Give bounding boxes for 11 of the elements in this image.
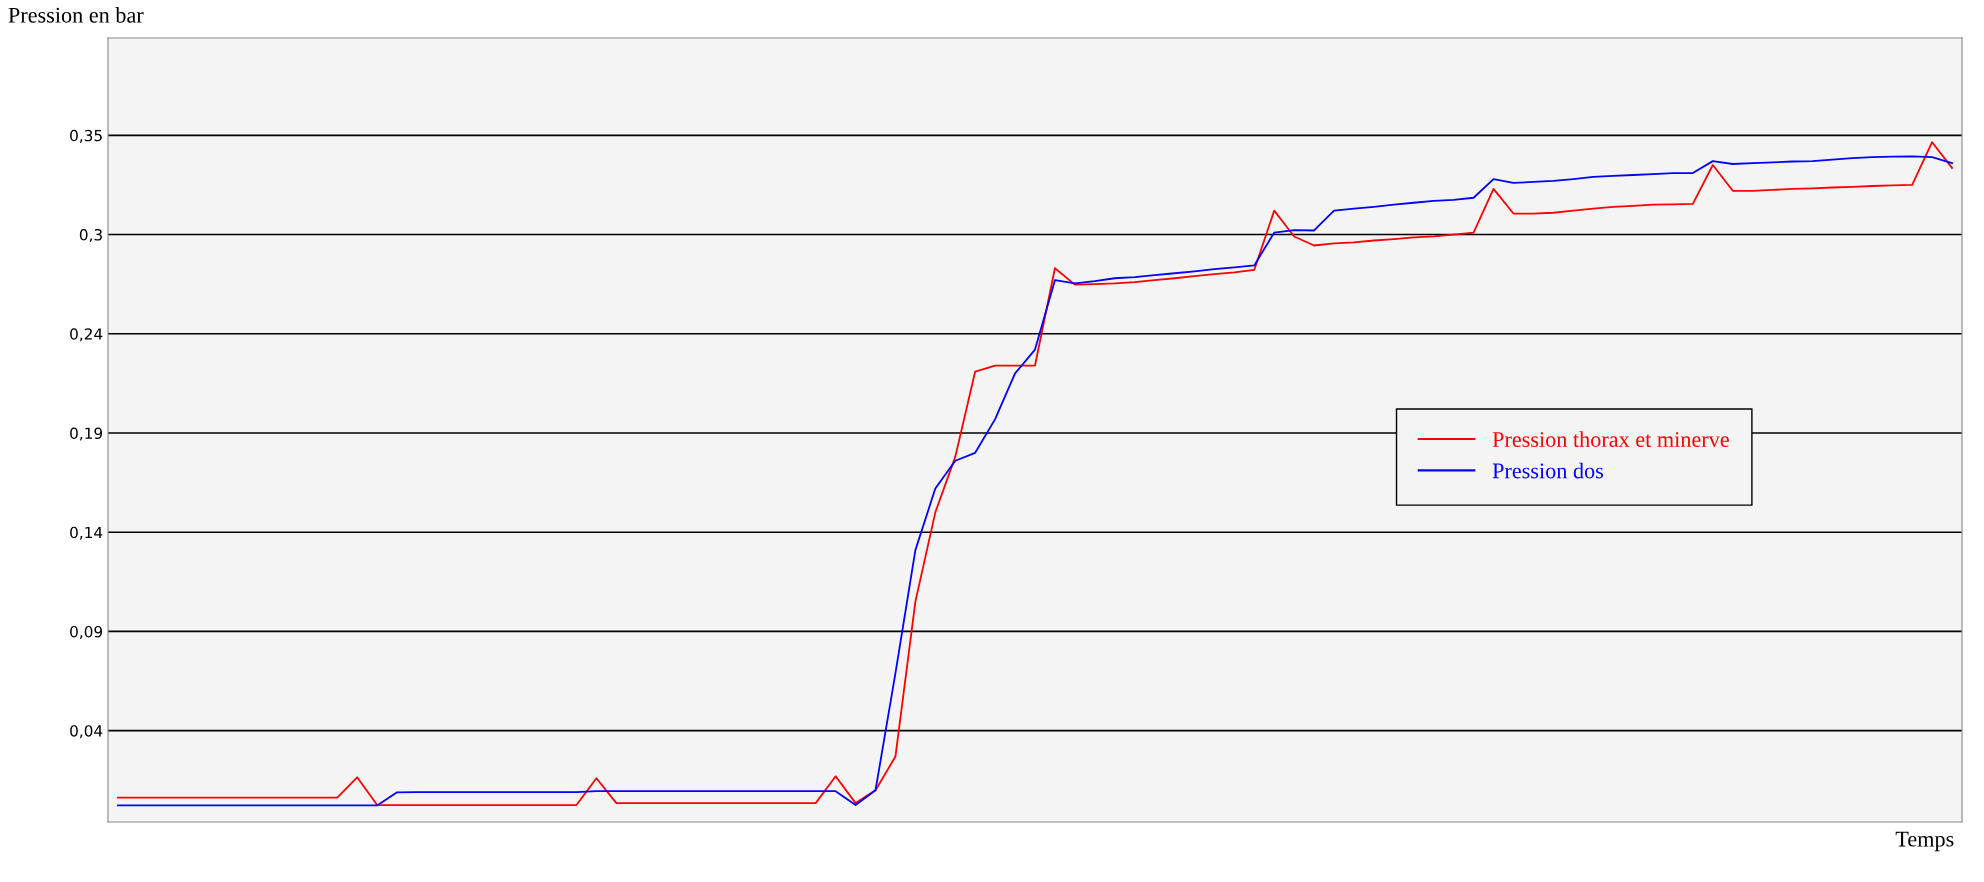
- y-tick-label: 0,04: [70, 725, 103, 739]
- y-tick-label: 0,19: [70, 427, 103, 441]
- x-axis-title: Temps: [1895, 831, 1954, 852]
- y-tick-label: 0,14: [70, 526, 103, 540]
- y-axis-title: Pression en bar: [8, 7, 144, 23]
- y-tick-label: 0,35: [70, 129, 102, 143]
- y-tick-label: 0,09: [70, 625, 103, 640]
- y-tick-label: 0,24: [70, 328, 103, 342]
- legend-label: Pression thorax et minerve: [1492, 431, 1729, 447]
- legend-label: Pression dos: [1492, 462, 1604, 479]
- y-tick-label: 0,3: [79, 229, 102, 243]
